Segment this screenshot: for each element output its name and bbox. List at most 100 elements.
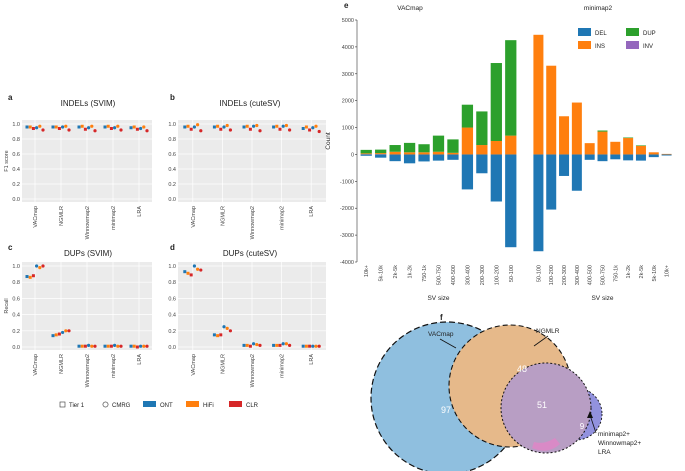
legend-swatch-ins: [578, 41, 591, 49]
x-tick-label: VACmap: [191, 206, 197, 228]
point-ont-cmrg: [35, 126, 39, 130]
y-tick-label: 0: [351, 152, 354, 158]
point-ont-tier1: [212, 125, 216, 129]
point-hifi-tier1: [132, 125, 136, 129]
bar-ins: [648, 152, 659, 155]
y-tick-label: 0.8: [168, 137, 176, 143]
point-ont-cmrg: [252, 124, 256, 128]
venn-leader-ngmlr: [533, 335, 549, 347]
point-ont-tier1: [25, 125, 29, 129]
x-tick-label: 500-750: [601, 265, 607, 285]
point-hifi-cmrg: [225, 326, 229, 330]
point-ont-tier1: [242, 125, 246, 129]
x-tick-label: 2k-5k: [639, 265, 645, 279]
bar-ins: [559, 116, 570, 155]
x-tick-label: NGMLR: [220, 206, 226, 226]
bar-dup: [389, 145, 401, 152]
bar-ins: [476, 145, 488, 155]
bar-del: [447, 154, 459, 160]
bar-del: [461, 154, 474, 190]
bar-dup: [490, 63, 502, 142]
point-hifi-cmrg: [284, 342, 288, 346]
x-tick-label: 300-400: [465, 265, 471, 285]
venn-label-third-line: minimap2+: [598, 431, 630, 438]
bar-dup: [476, 111, 488, 146]
bar-dup: [360, 149, 372, 154]
venn-arrowhead: [587, 411, 593, 418]
point-clr-tier1: [248, 344, 252, 348]
bar-ins: [546, 65, 557, 155]
bar-ins: [623, 138, 634, 155]
venn-label-third-line: Winnowmap2+: [598, 440, 641, 447]
point-ont-cmrg: [222, 125, 226, 129]
point-hifi-tier1: [106, 344, 110, 348]
x-tick-label: 5k-10k: [652, 265, 658, 282]
point-hifi-cmrg: [38, 266, 42, 270]
y-axis-title: Count: [325, 132, 332, 150]
point-hifi-tier1: [186, 124, 190, 128]
y-tick-label: 1.0: [12, 264, 20, 270]
point-hifi-cmrg: [142, 125, 146, 129]
point-clr-tier1: [219, 127, 223, 131]
x-tick-label: 5k-10k: [379, 265, 385, 282]
x-tick-label: minimap2: [111, 354, 117, 378]
venn-label-ngmlr: NGMLR: [536, 328, 560, 335]
point-hifi-cmrg: [116, 344, 120, 348]
y-tick-label: -1000: [340, 179, 354, 185]
legend-color-label: CLR: [246, 403, 259, 409]
bar-ins: [533, 34, 544, 155]
point-hifi-cmrg: [64, 329, 68, 333]
venn-leader-vacmap: [439, 338, 457, 349]
bar-dup: [505, 40, 517, 136]
x-tick-label: Winnowmap2: [85, 354, 91, 387]
point-clr-tier1: [248, 127, 252, 131]
bar-ins: [490, 141, 502, 155]
venn-count-vacmap-only: 97: [441, 405, 451, 415]
bar-ins: [571, 102, 582, 155]
bar-del: [635, 154, 646, 161]
panel-c: c DUPs (SVIM) 0.0 0.2 0.4 0.6 0.8 1.0 VACmap NGML…: [4, 243, 152, 387]
point-clr-tier1: [57, 332, 61, 336]
panel-title-a: INDELs (SVIM): [61, 99, 116, 108]
point-clr-cmrg: [119, 128, 123, 132]
x-tick-label: 300-400: [575, 265, 581, 285]
venn-label-third-line: LRA: [598, 449, 611, 456]
x-tick-label: 1k-2k: [626, 265, 632, 279]
point-ont-cmrg: [192, 125, 196, 129]
point-hifi-cmrg: [90, 124, 94, 128]
x-axis-title: SV size: [591, 295, 613, 302]
group-title-0: VACmap: [397, 5, 423, 12]
point-hifi-cmrg: [314, 124, 318, 128]
point-ont-tier1: [301, 344, 305, 348]
bar-del: [623, 154, 634, 161]
point-clr-cmrg: [228, 128, 232, 132]
point-clr-cmrg: [228, 329, 232, 333]
point-ont-cmrg: [139, 344, 143, 348]
x-tick-label: 100-200: [549, 265, 555, 285]
legend-label-dup: DUP: [643, 31, 656, 37]
bar-dup: [623, 137, 634, 139]
point-hifi-cmrg: [64, 124, 68, 128]
venn-count-all-three: 51: [537, 400, 547, 410]
x-tick-label: 750-1k: [422, 265, 428, 282]
x-tick-label: 1k-2k: [408, 265, 414, 279]
x-tick-label: Winnowmap2: [250, 206, 256, 239]
point-clr-cmrg: [258, 343, 262, 347]
point-ont-tier1: [183, 125, 187, 129]
bar-ins: [375, 153, 387, 155]
point-clr-cmrg: [258, 129, 262, 133]
x-tick-label: NGMLR: [59, 354, 65, 374]
x-tick-label: LRA: [137, 206, 143, 217]
point-clr-cmrg: [67, 128, 71, 132]
point-clr-tier1: [31, 274, 35, 278]
x-tick-label: Winnowmap2: [250, 354, 256, 387]
point-hifi-tier1: [245, 124, 249, 128]
x-tick-label: LRA: [309, 354, 315, 365]
bar-ins: [403, 152, 416, 155]
point-ont-tier1: [25, 275, 29, 279]
bar-dup: [375, 149, 387, 154]
legend-shape-label: CMRG: [112, 403, 131, 409]
y-tick-label: 0.6: [12, 296, 20, 302]
y-tick-label: 1.0: [168, 122, 176, 128]
point-ont-tier1: [77, 125, 81, 129]
